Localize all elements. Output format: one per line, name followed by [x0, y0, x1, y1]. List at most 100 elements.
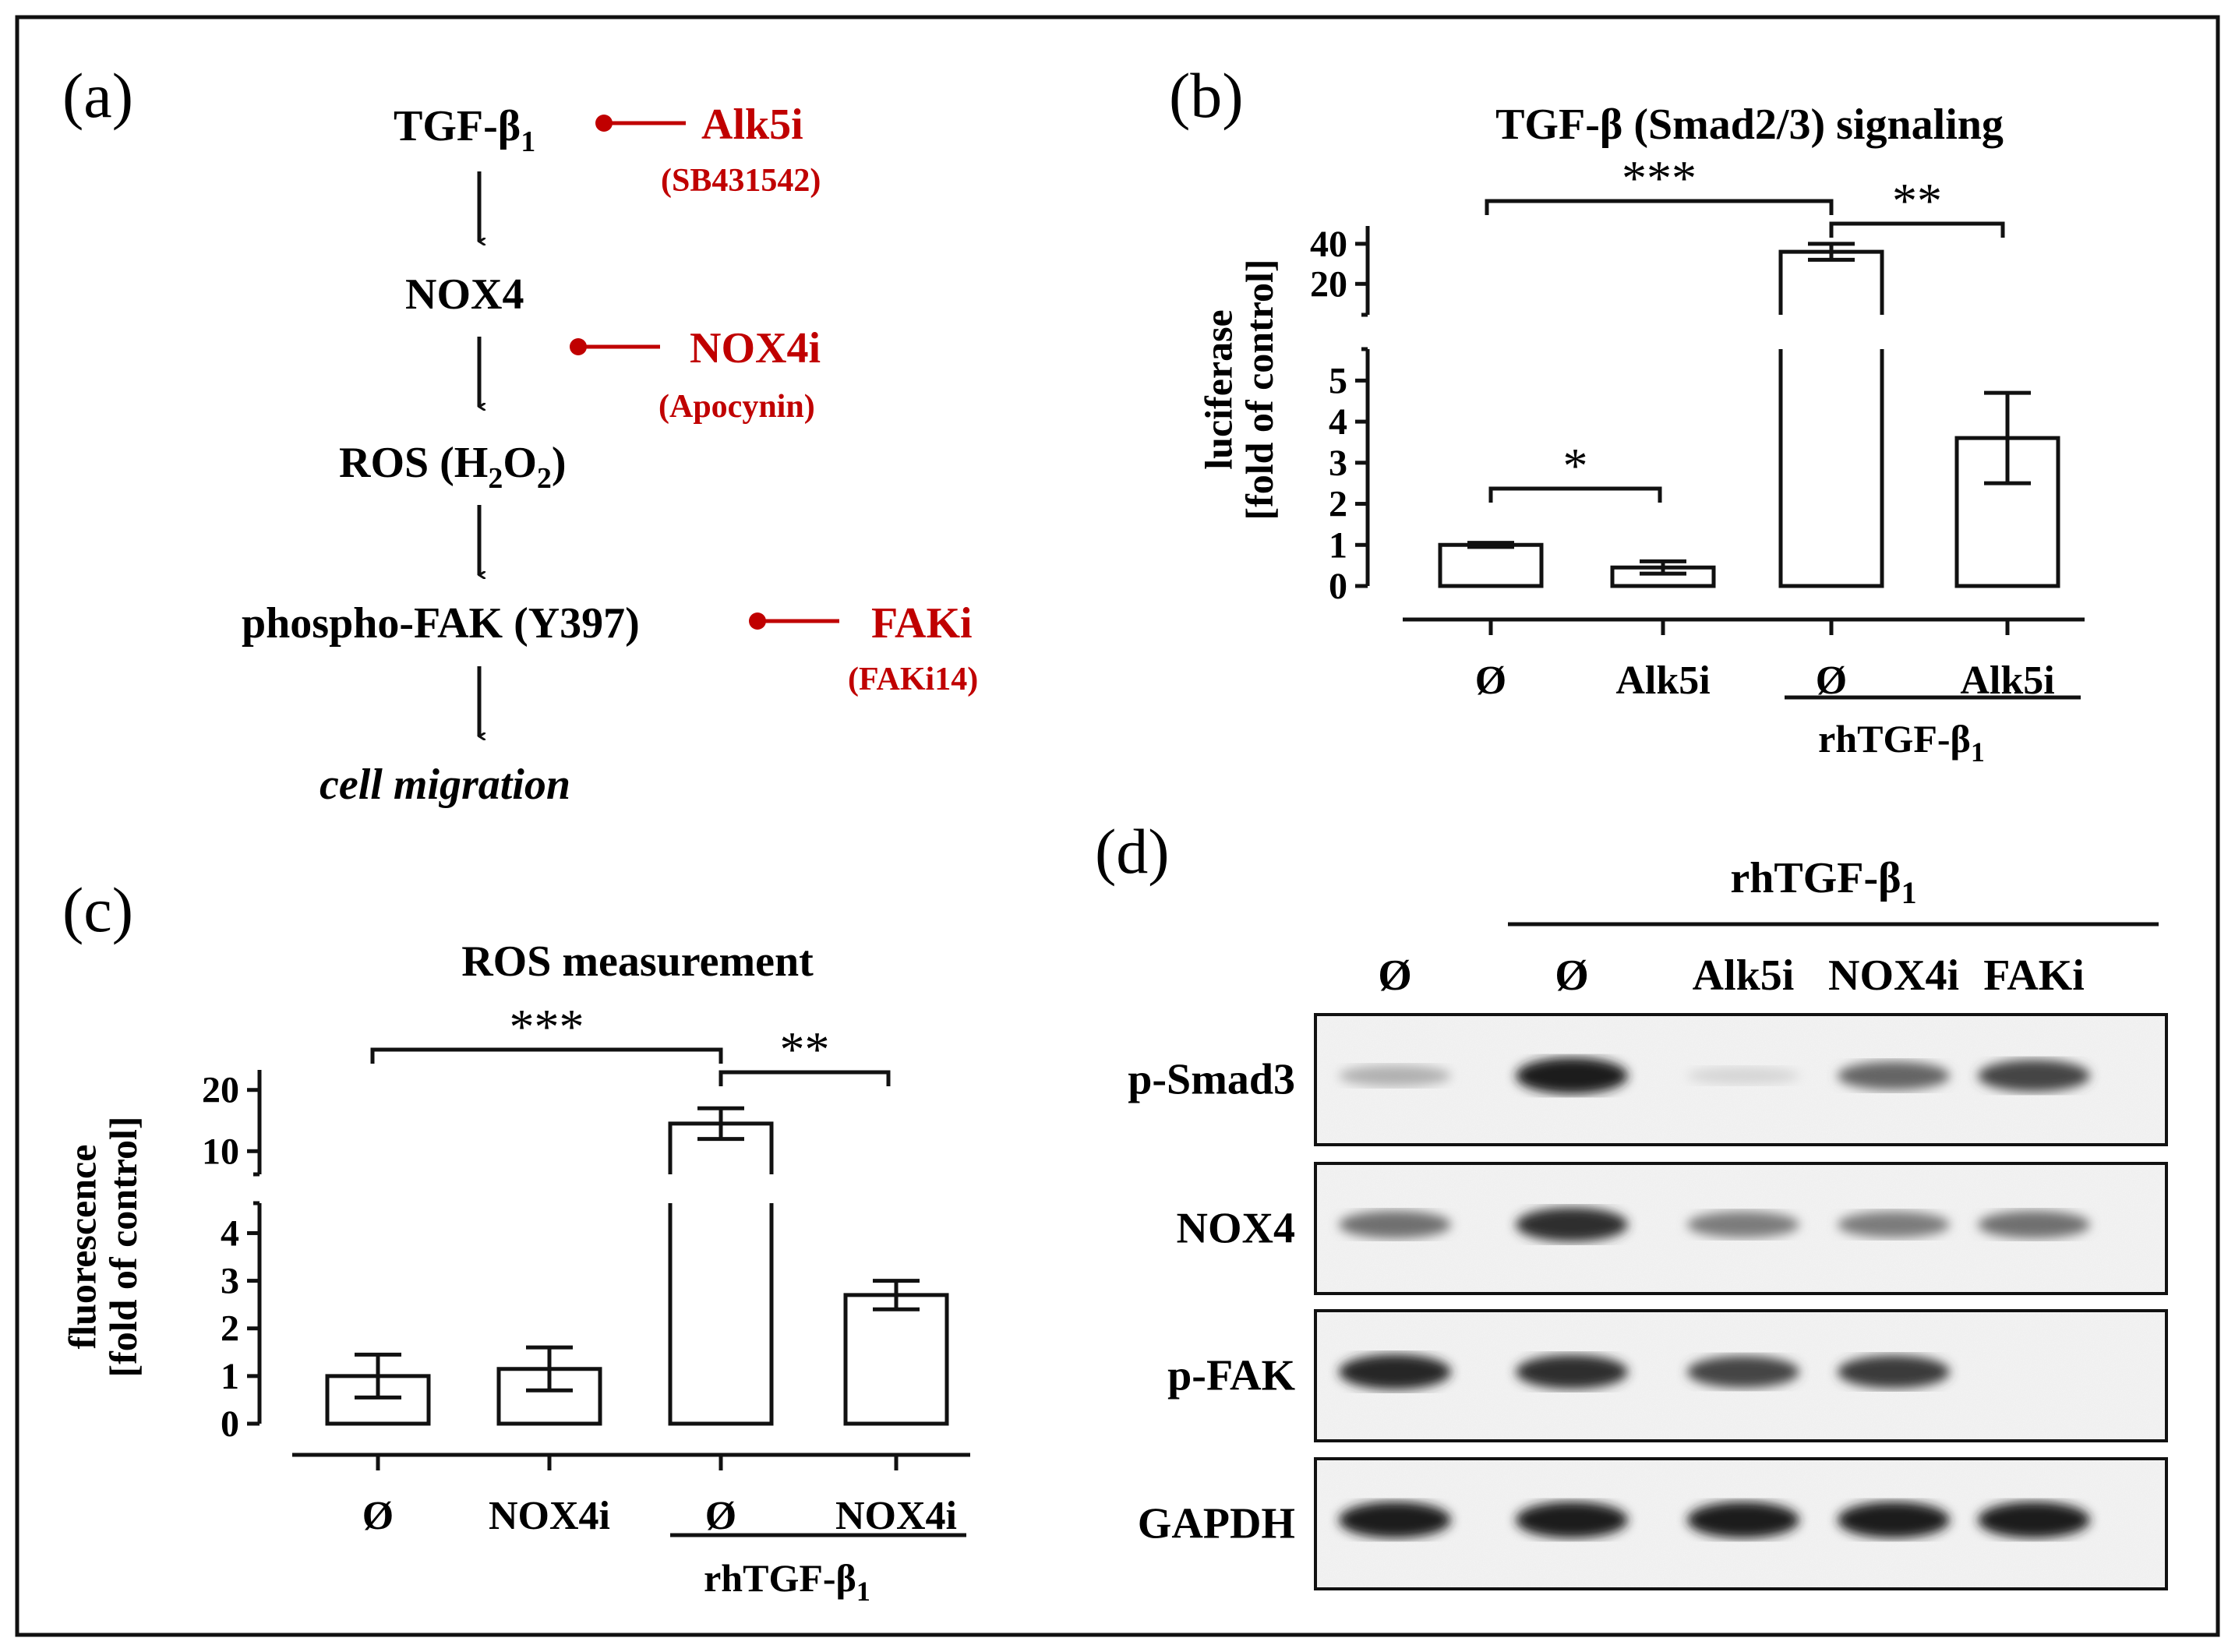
y-tick-label: 2 — [1329, 484, 1347, 525]
significance-bracket — [1488, 486, 1662, 503]
panel-d-treatment: rhTGF-β1 — [1730, 854, 1916, 910]
y-tick-label: 20 — [202, 1070, 239, 1111]
panel-b-ylabel: luciferase[fold of control] — [1197, 259, 1282, 520]
blot-band — [1516, 1354, 1628, 1389]
blot-band — [1516, 1207, 1628, 1242]
bar-lower-segment — [668, 1203, 774, 1426]
panel-b-treatment: rhTGF-β1 — [1818, 717, 1985, 768]
x-tick-label: NOX4i — [489, 1494, 610, 1538]
x-tick-label: Alk5i — [1615, 658, 1710, 703]
panel-a-label: (a) — [62, 60, 133, 131]
y-tick-label: 2 — [221, 1308, 239, 1350]
panel-b-label: (b) — [1169, 60, 1244, 131]
inhibitor-faki-name: FAKi — [871, 599, 973, 648]
significance-stars: * — [1563, 438, 1588, 493]
panel-b: (b) TGF-β (Smad2/3) signaling luciferase… — [1169, 60, 2085, 768]
bar — [325, 1374, 431, 1426]
pathway-ros: ROS (H2O2) — [339, 439, 567, 495]
blot-protein-label: GAPDH — [1138, 1500, 1295, 1548]
y-tick-label: 4 — [221, 1213, 239, 1254]
panel-c-label: (c) — [62, 874, 133, 945]
significance-stars: *** — [1622, 150, 1697, 206]
pathway-phospho-fak: phospho-FAK (Y397) — [242, 599, 640, 648]
blot-band — [1687, 1067, 1799, 1085]
bar — [843, 1293, 949, 1426]
lane-faki-label: FAKi — [1983, 951, 2085, 1000]
blot-band — [1978, 1210, 2090, 1239]
blot-p-smad3: p-Smad3 — [1128, 1013, 2168, 1146]
blot-band — [1978, 1060, 2090, 1092]
blot-band — [1838, 1211, 1950, 1238]
panel-d-label: (d) — [1095, 816, 1170, 887]
inhibitor-nox4i-name: NOX4i — [690, 324, 821, 372]
y-tick-label: 3 — [221, 1261, 239, 1302]
blot-p-fak: p-FAK — [1167, 1309, 2168, 1442]
bar — [1954, 436, 2060, 588]
inhibitor-alk5i: Alk5i (SB431542) — [595, 101, 821, 199]
blot-protein-label: NOX4 — [1177, 1205, 1295, 1253]
blot-band — [1339, 1065, 1451, 1086]
blot-gapdh: GAPDH — [1138, 1457, 2168, 1590]
blot-band — [1339, 1354, 1451, 1390]
significance-bracket — [370, 1047, 723, 1064]
panel-c: (c) ROS measurement fluorescence[fold of… — [61, 874, 970, 1607]
y-tick-label: 1 — [221, 1356, 239, 1397]
inhibitor-nox4i: NOX4i (Apocynin) — [570, 324, 821, 425]
lane-alk5i-label: Alk5i — [1693, 951, 1795, 1000]
significance-stars: *** — [510, 999, 584, 1054]
blot-band — [1339, 1210, 1451, 1239]
bar — [1438, 542, 1544, 588]
y-tick-label: 40 — [1310, 224, 1347, 265]
inhibitor-alk5i-name: Alk5i — [701, 101, 803, 149]
panel-d: (d) rhTGF-β1 Ø Ø Alk5i NOX4i FAKi p-Smad3 NOX… — [1095, 816, 2168, 1590]
blot-protein-label: p-FAK — [1167, 1352, 1295, 1400]
blot-band — [1339, 1502, 1451, 1538]
bar-lower-segment — [1778, 349, 1884, 588]
blot-band — [1516, 1502, 1628, 1538]
significance-bracket — [1485, 199, 1834, 215]
bar — [496, 1367, 602, 1426]
significance-bracket — [1829, 221, 2005, 238]
y-tick-label: 0 — [1329, 566, 1347, 607]
blot-band — [1978, 1502, 2090, 1538]
y-tick-label: 10 — [202, 1131, 239, 1172]
blot-band — [1516, 1057, 1628, 1094]
blot-band — [1838, 1061, 1950, 1090]
blot-band — [1687, 1502, 1799, 1538]
panel-a: (a) TGF-β1 NOX4 ROS (H2O2) phospho-FAK (… — [62, 60, 978, 809]
blot-band — [1687, 1356, 1799, 1388]
y-tick-label: 20 — [1310, 263, 1347, 305]
blot-nox4: NOX4 — [1177, 1162, 2168, 1295]
blot-band — [1838, 1355, 1950, 1389]
blot-protein-label: p-Smad3 — [1128, 1056, 1295, 1104]
inhibitor-alk5i-compound: (SB431542) — [661, 163, 821, 199]
lane-control-label: Ø — [1555, 951, 1589, 1000]
bar — [1610, 565, 1716, 588]
pathway-nox4: NOX4 — [405, 270, 524, 319]
panel-b-title: TGF-β (Smad2/3) signaling — [1495, 101, 2004, 149]
significance-stars: ** — [780, 1022, 830, 1077]
y-tick-label: 1 — [1329, 524, 1347, 566]
panel-c-title: ROS measurement — [461, 937, 814, 986]
panel-c-treatment: rhTGF-β1 — [704, 1556, 870, 1607]
lane-nox4i-label: NOX4i — [1828, 951, 1959, 1000]
blot-band — [1838, 1502, 1950, 1538]
y-tick-label: 0 — [221, 1403, 239, 1445]
x-tick-label: Ø — [362, 1494, 394, 1538]
inhibitor-faki: FAKi (FAKi14) — [749, 599, 978, 697]
significance-stars: ** — [1892, 173, 1942, 228]
panel-c-ylabel: fluorescence[fold of control] — [61, 1116, 146, 1377]
blot-lane-labels: Ø Ø Alk5i NOX4i FAKi — [1378, 951, 2085, 1000]
y-tick-label: 3 — [1329, 443, 1347, 484]
blot-band — [1687, 1211, 1799, 1238]
pathway-cell-migration: cell migration — [320, 761, 570, 809]
x-tick-label: Ø — [705, 1494, 736, 1538]
y-tick-label: 4 — [1329, 401, 1347, 443]
x-tick-label: Ø — [1475, 658, 1506, 703]
significance-bracket — [719, 1070, 891, 1086]
pathway-tgfb1: TGF-β1 — [394, 102, 535, 158]
inhibitor-faki-compound: (FAKi14) — [848, 662, 978, 697]
inhibitor-nox4i-compound: (Apocynin) — [658, 389, 815, 425]
